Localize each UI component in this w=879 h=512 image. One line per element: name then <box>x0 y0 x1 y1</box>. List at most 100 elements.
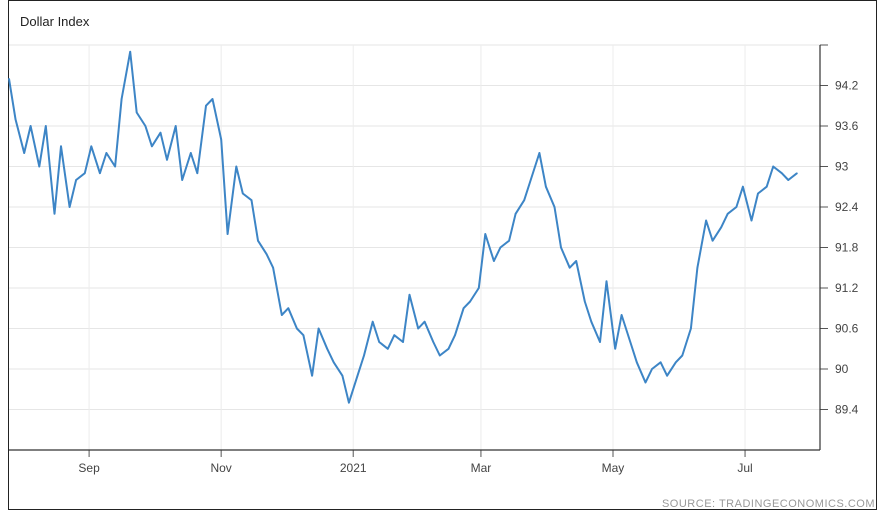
data-point <box>120 98 123 100</box>
chart-title: Dollar Index <box>20 14 90 29</box>
data-point <box>235 165 238 168</box>
data-point <box>53 212 56 215</box>
data-point <box>750 219 753 222</box>
data-point <box>151 145 153 148</box>
data-point <box>363 354 365 357</box>
data-point <box>129 50 132 53</box>
data-point <box>735 206 738 208</box>
x-tick-label: May <box>602 461 625 475</box>
data-point <box>781 172 783 175</box>
data-point <box>590 320 593 323</box>
data-point <box>553 206 556 208</box>
data-point <box>211 98 214 100</box>
axes <box>9 44 828 457</box>
y-tick-label: 93.6 <box>835 119 859 133</box>
data-point <box>432 341 435 343</box>
x-tick-label: Jul <box>737 461 752 475</box>
x-tick-label: Mar <box>471 461 492 475</box>
x-tick-label: 2021 <box>340 461 367 475</box>
data-point <box>159 131 162 134</box>
data-point <box>514 212 517 215</box>
data-point <box>317 327 320 330</box>
data-point <box>250 199 253 202</box>
data-point <box>29 125 32 127</box>
grid-lines <box>9 44 820 450</box>
data-point <box>114 165 116 168</box>
data-point <box>105 152 108 154</box>
data-point <box>742 185 744 188</box>
data-point <box>477 287 480 289</box>
tick-labels: 94.2 93.6 93 92.4 91.8 91.2 90.6 90 89.4 Sep Nov 20… <box>78 79 858 476</box>
data-point <box>166 158 168 161</box>
data-point <box>75 179 77 181</box>
data-point <box>8 77 10 80</box>
data-point <box>538 152 541 154</box>
data-point <box>341 374 344 377</box>
data-point <box>60 145 62 148</box>
data-point <box>423 320 426 323</box>
data-point <box>265 253 268 256</box>
data-point <box>462 307 465 310</box>
data-point <box>38 165 41 168</box>
data-point <box>332 361 335 364</box>
y-tick-label: 89.4 <box>835 403 859 417</box>
data-point <box>575 260 577 262</box>
data-point <box>144 125 147 127</box>
y-tick-label: 91.2 <box>835 281 859 295</box>
data-point <box>765 185 768 188</box>
series-group <box>8 50 798 404</box>
data-point <box>378 341 380 343</box>
data-point <box>311 374 313 377</box>
data-point <box>620 314 623 316</box>
y-tick-label: 93 <box>835 160 849 174</box>
data-point <box>68 206 71 208</box>
x-tick-label: Sep <box>78 461 100 475</box>
data-point <box>14 118 17 121</box>
data-point <box>469 300 471 303</box>
data-point <box>726 212 729 215</box>
series-line <box>8 50 798 404</box>
data-point <box>605 280 608 283</box>
data-point <box>296 327 298 330</box>
x-tick-label: Nov <box>210 461 231 475</box>
data-point <box>508 239 510 242</box>
data-point <box>644 381 647 384</box>
data-point <box>757 192 759 195</box>
data-point <box>560 246 562 249</box>
data-point <box>242 192 244 195</box>
data-point <box>226 233 229 235</box>
data-point <box>417 327 419 330</box>
data-point <box>393 334 396 337</box>
y-tick-label: 90 <box>835 362 849 376</box>
data-point <box>584 300 586 303</box>
data-point <box>666 374 668 377</box>
data-point <box>90 145 93 148</box>
data-point <box>629 341 632 343</box>
data-point <box>599 341 601 343</box>
y-tick-label: 92.4 <box>835 200 859 214</box>
data-point <box>196 172 199 175</box>
source-label: SOURCE: TRADINGECONOMICS.COM <box>661 498 875 510</box>
data-point <box>659 361 662 364</box>
data-point <box>674 361 677 364</box>
data-point <box>220 138 222 141</box>
data-point <box>135 111 138 114</box>
data-point <box>326 347 329 350</box>
data-point <box>484 233 487 235</box>
data-point <box>705 219 707 222</box>
y-tick-label: 91.8 <box>835 241 859 255</box>
y-tick-label: 94.2 <box>835 79 859 93</box>
data-point <box>454 334 456 337</box>
data-point <box>387 347 389 350</box>
data-point <box>447 347 450 350</box>
data-point <box>493 260 495 262</box>
data-point <box>287 307 290 310</box>
data-point <box>636 361 638 364</box>
data-point <box>651 368 653 370</box>
data-point <box>280 314 283 316</box>
data-point <box>796 172 798 175</box>
data-point <box>257 239 259 242</box>
y-tick-label: 90.6 <box>835 322 859 336</box>
data-point <box>45 125 47 127</box>
data-point <box>99 172 101 175</box>
